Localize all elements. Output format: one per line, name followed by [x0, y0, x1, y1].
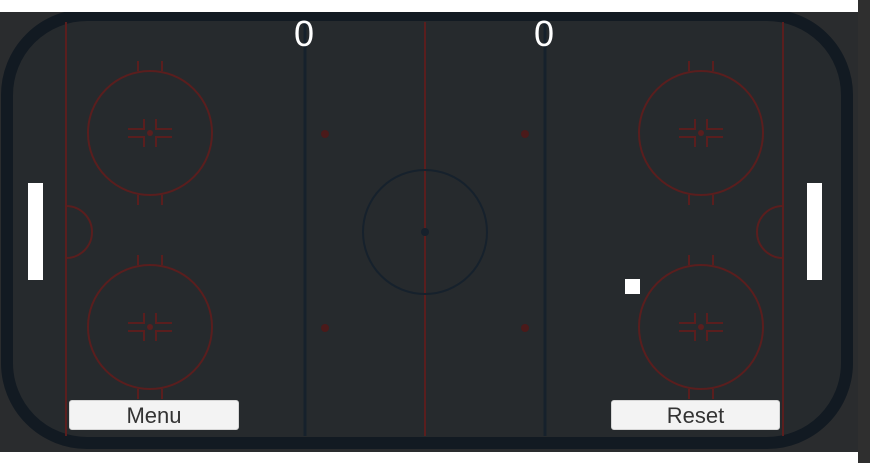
reset-button[interactable]: Reset [611, 400, 780, 430]
puck [625, 279, 640, 294]
game-view[interactable]: 0 0 Menu Reset [0, 12, 858, 452]
hockey-rink [1, 12, 853, 449]
menu-button[interactable]: Menu [69, 400, 239, 430]
neutral-dot [321, 324, 329, 332]
faceoff-circle-top-right [638, 61, 764, 205]
center-circle [362, 169, 488, 295]
faceoff-circle-bottom-left [87, 255, 213, 399]
left-score: 0 [293, 13, 315, 54]
right-goal-crease [756, 205, 784, 259]
window-edge [858, 0, 870, 463]
left-goal-crease [65, 205, 93, 259]
faceoff-circle-bottom-right [638, 255, 764, 399]
right-paddle[interactable] [807, 183, 822, 280]
center-faceoff-dot [421, 228, 429, 236]
right-score: 0 [533, 13, 555, 54]
faceoff-circle-top-left [87, 61, 213, 205]
neutral-dot [521, 130, 529, 138]
neutral-dot [321, 130, 329, 138]
left-paddle[interactable] [28, 183, 43, 280]
neutral-dot [521, 324, 529, 332]
